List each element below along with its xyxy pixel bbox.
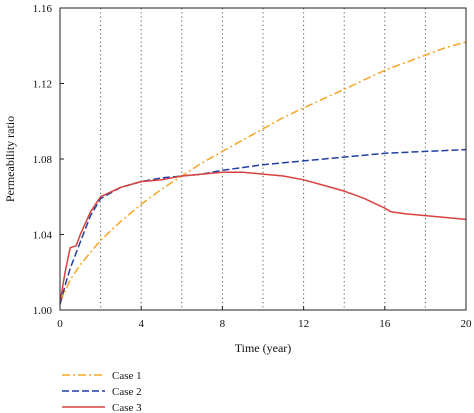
series-line-2: [59, 148, 467, 305]
x-tick-label: 4: [138, 318, 144, 330]
x-tick-label: 16: [379, 318, 391, 330]
series-line-3: [59, 171, 467, 303]
series-line-1: [59, 41, 467, 303]
y-tick-label: 1.00: [33, 305, 53, 317]
y-tick-label: 1.08: [33, 154, 53, 166]
x-tick-label: 8: [220, 318, 226, 330]
vertical-gridlines: [100, 8, 426, 310]
y-axis-ticks: 1.00 1.04 1.08 1.12 1.16: [33, 3, 64, 317]
x-axis-label: Time (year): [235, 341, 292, 355]
y-tick-label: 1.16: [33, 3, 53, 15]
legend-label-1: Case 1: [112, 370, 142, 382]
y-tick-label: 1.12: [33, 79, 52, 91]
y-tick-label: 1.04: [33, 230, 53, 242]
legend: Case 1 Case 2 Case 3: [62, 370, 142, 413]
legend-label-2: Case 2: [112, 386, 142, 398]
x-axis-ticks: 0 4 8 12 16 20: [57, 306, 472, 330]
legend-label-3: Case 3: [112, 402, 142, 413]
x-tick-label: 0: [57, 318, 63, 330]
x-tick-label: 12: [298, 318, 309, 330]
x-tick-label: 20: [461, 318, 473, 330]
y-axis-label: Permeability ratio: [3, 116, 17, 202]
series-lines: [59, 41, 467, 305]
